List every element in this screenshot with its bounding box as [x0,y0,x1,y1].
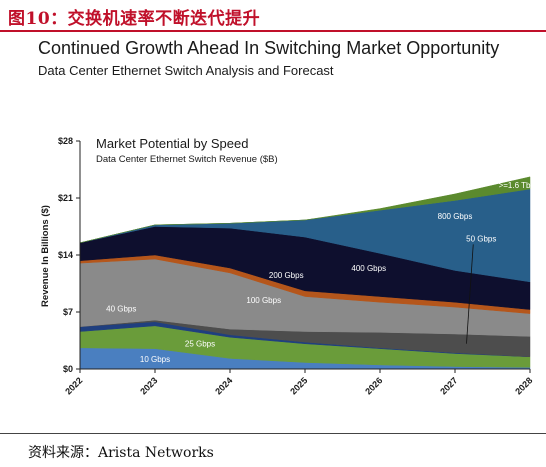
series-label: 40 Gbps [106,304,136,313]
source-note: 资料来源：Arista Networks [28,445,214,461]
stacked-area-chart: $0 $7 $14 $21 $28 2022 2023 2024 2025 2026 2027 202… [40,136,539,397]
series-label: 100 Gbps [246,296,281,305]
figure-title: 图10：交换机速率不断迭代提升 [8,9,261,29]
label-leader-line [466,244,474,344]
y-tick-label: $0 [63,364,73,374]
area-series-group [79,176,531,370]
series-label: 50 Gbps [466,234,496,243]
area-1-6-tbps [79,176,531,244]
title-divider [0,30,546,32]
x-tick-label: 2028 [513,375,534,396]
y-tick-label: $14 [58,250,73,260]
x-tick-label: 2023 [138,375,159,396]
series-label: 400 Gbps [351,264,386,273]
y-tick-label: $7 [63,307,73,317]
series-label: 25 Gbps [185,340,215,349]
y-tick-label: $21 [58,193,73,203]
footer-divider [0,433,546,434]
x-tick-label: 2026 [363,375,384,396]
chart-title: Market Potential by Speed [96,136,248,151]
x-tick-label: 2025 [288,375,309,396]
y-tick-label: $28 [58,136,73,146]
series-label: 200 Gbps [269,271,304,280]
series-label: 10 Gbps [140,355,170,364]
slide-subtitle: Data Center Ethernet Switch Analysis and… [38,63,334,78]
x-tick-label: 2027 [438,375,459,396]
series-label: >=1.6 Tbps [499,181,539,190]
chart-subtitle: Data Center Ethernet Switch Revenue ($B) [96,154,278,165]
series-label: 800 Gbps [438,212,473,221]
y-axis-label: Revenue In Billions ($) [40,205,51,307]
x-tick-label: 2022 [63,375,84,396]
slide-title: Continued Growth Ahead In Switching Mark… [38,38,500,58]
series-labels-group: 10 Gbps 25 Gbps 40 Gbps 50 Gbps 100 Gbps 200 … [106,181,539,364]
x-tick-label: 2024 [213,375,234,396]
